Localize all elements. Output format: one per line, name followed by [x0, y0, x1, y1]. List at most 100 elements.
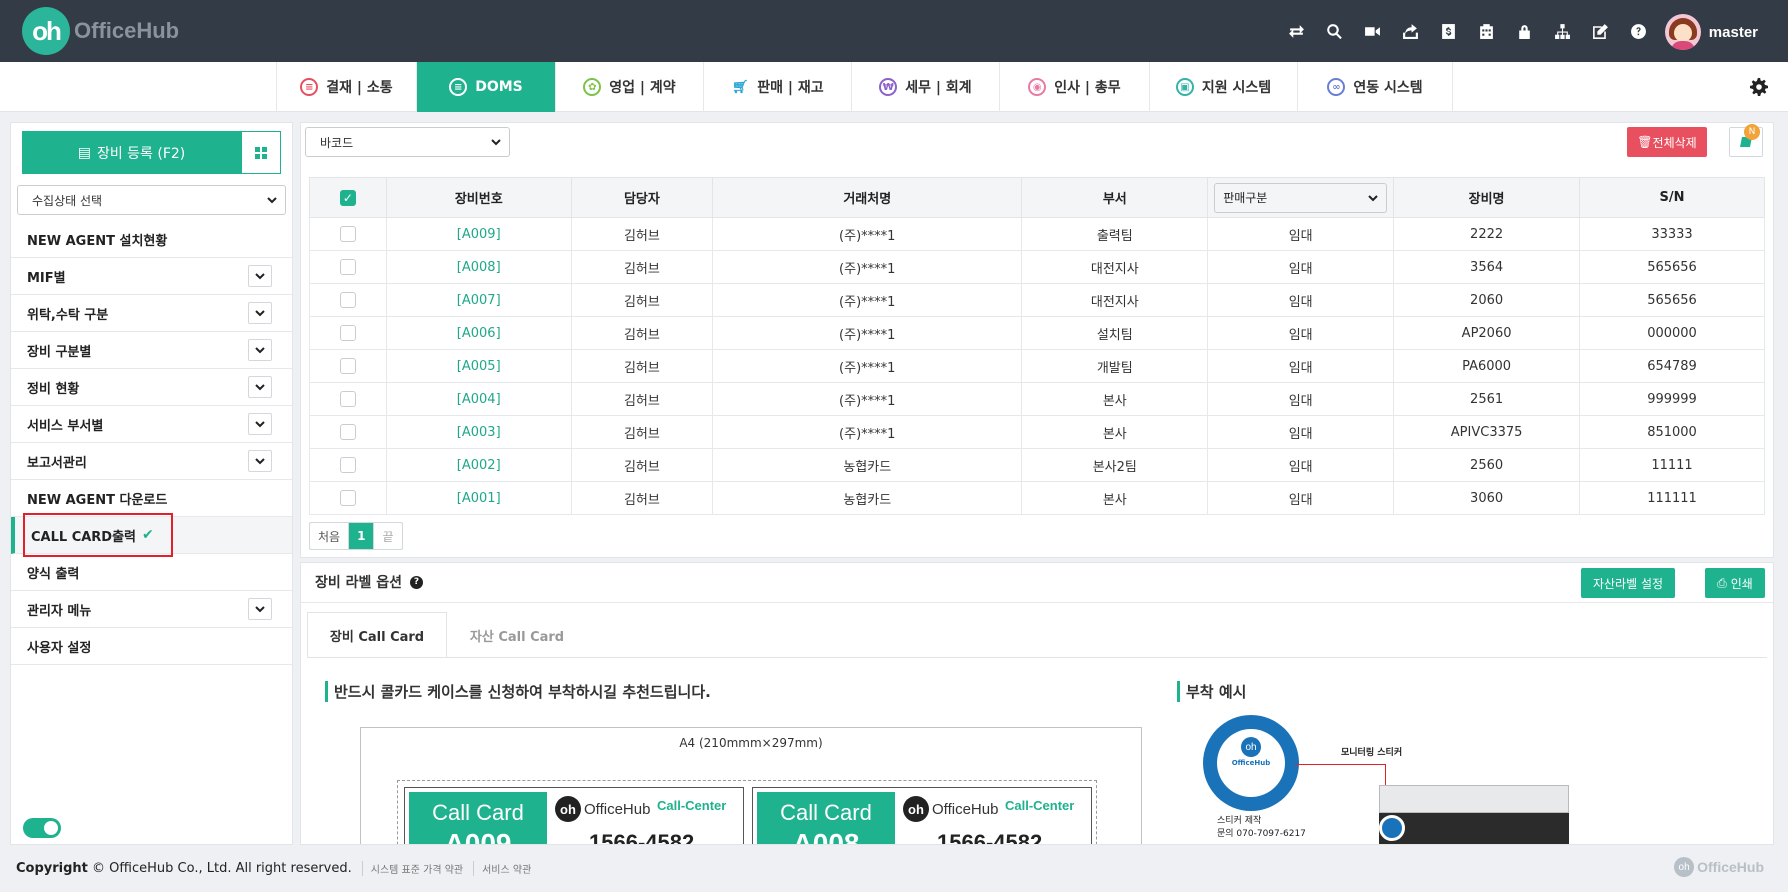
- video-icon[interactable]: [1362, 21, 1382, 41]
- row-checkbox[interactable]: [339, 325, 356, 341]
- chevron-down-icon[interactable]: [248, 339, 272, 361]
- table-cell: 2561: [1393, 382, 1581, 416]
- tab-inventory[interactable]: 🛒︎ 판매 | 재고: [703, 62, 851, 112]
- tab-doms[interactable]: ≡ DOMS: [416, 62, 555, 112]
- footer: Copyright © OfficeHub Co., Ltd. All righ…: [0, 845, 1788, 892]
- select-value: 수집상태 선택: [32, 193, 103, 208]
- chevron-down-icon[interactable]: [248, 302, 272, 324]
- row-checkbox[interactable]: [339, 457, 356, 473]
- copyright: Copyright © OfficeHub Co., Ltd. All righ…: [16, 861, 352, 876]
- tab-integration[interactable]: ∞ 연동 시스템: [1297, 62, 1453, 112]
- row-checkbox[interactable]: [339, 391, 356, 407]
- equipment-id-link[interactable]: [A009]: [385, 217, 572, 251]
- chevron-down-icon[interactable]: [248, 376, 272, 398]
- tab-hr[interactable]: ◉ 인사 | 총무: [999, 62, 1149, 112]
- page-current[interactable]: 1: [349, 523, 375, 549]
- grid-view-button[interactable]: [241, 131, 281, 174]
- row-checkbox[interactable]: [339, 226, 356, 242]
- collection-status-select[interactable]: 수집상태 선택: [17, 185, 286, 215]
- tab-asset-call-card[interactable]: 자산 Call Card: [469, 629, 565, 645]
- help-icon[interactable]: ?: [410, 575, 424, 589]
- search-icon[interactable]: [1324, 21, 1344, 41]
- chevron-down-icon[interactable]: [248, 413, 272, 435]
- share-icon[interactable]: [1400, 21, 1420, 41]
- tab-approval[interactable]: ≡ 결재 | 소통: [276, 62, 416, 112]
- register-equipment-button[interactable]: ▤ 장비 등록 (F2): [22, 131, 241, 174]
- row-checkbox[interactable]: [339, 259, 356, 275]
- footer-link-pricing-terms[interactable]: 시스템 표준 가격 약관: [361, 861, 463, 876]
- tab-equipment-call-card[interactable]: 장비 Call Card: [307, 612, 447, 658]
- edit-icon[interactable]: [1590, 21, 1610, 41]
- barcode-select[interactable]: 바코드: [305, 127, 510, 157]
- logo-mark: oh: [555, 796, 581, 822]
- sidebar-item-agent-download[interactable]: NEW AGENT 다운로드: [11, 480, 292, 517]
- app-logo[interactable]: oh OfficeHub: [22, 7, 179, 55]
- column-header[interactable]: 부서: [1021, 177, 1209, 218]
- help-icon[interactable]: [1628, 21, 1648, 41]
- chevron-down-icon[interactable]: [248, 450, 272, 472]
- page-first[interactable]: 처음: [310, 523, 350, 549]
- won-icon: ₩: [879, 78, 898, 96]
- sidebar-item-consignment[interactable]: 위탁,수탁 구분: [11, 295, 292, 332]
- tab-accounting[interactable]: ₩ 세무 | 회계: [851, 62, 999, 112]
- sidebar-menu: NEW AGENT 설치현황 MIF별 위탁,수탁 구분 장비 구분별 정비 현…: [11, 221, 292, 665]
- case-notice: 반드시 콜카드 케이스를 신청하여 부착하시길 추천드립니다.: [325, 681, 711, 702]
- column-header[interactable]: 담당자: [570, 177, 714, 218]
- printer-image-top: [1379, 785, 1569, 813]
- sidebar-item-admin[interactable]: 관리자 메뉴: [11, 591, 292, 628]
- row-checkbox[interactable]: [339, 292, 356, 308]
- print-button[interactable]: ⎙ 인쇄: [1705, 568, 1765, 598]
- sidebar-item-form-print[interactable]: 양식 출력: [11, 554, 292, 591]
- equipment-id-link[interactable]: [A006]: [385, 316, 572, 350]
- equipment-id-link[interactable]: [A001]: [385, 481, 572, 515]
- equipment-id-link[interactable]: [A002]: [385, 448, 572, 482]
- sidebar-item-service-dept[interactable]: 서비스 부서별: [11, 406, 292, 443]
- chevron-down-icon[interactable]: [248, 598, 272, 620]
- label-sheet: Call Card A009 oh OfficeHub Call-Center …: [397, 780, 1097, 844]
- delete-all-button[interactable]: 🗑︎ 전체삭제: [1627, 127, 1707, 157]
- sidebar-toggle[interactable]: [23, 818, 61, 838]
- asset-label-settings-button[interactable]: 자산라벨 설정: [1581, 568, 1675, 598]
- table-cell: (주)****1: [712, 250, 1023, 284]
- tab-support[interactable]: ▣ 지원 시스템: [1149, 62, 1297, 112]
- sidebar-item-user-settings[interactable]: 사용자 설정: [11, 628, 292, 665]
- select-all-checkbox[interactable]: ✓: [339, 189, 356, 206]
- table-row: [A002] 김허브 농협카드 본사2팀 임대 2560 11111: [309, 448, 1765, 482]
- sidebar-item-equipment-type[interactable]: 장비 구분별: [11, 332, 292, 369]
- building-icon[interactable]: [1476, 21, 1496, 41]
- table-row: [A009] 김허브 (주)****1 출력팀 임대 2222 33333: [309, 217, 1765, 251]
- chevron-down-icon[interactable]: [248, 265, 272, 287]
- swap-icon[interactable]: [1286, 21, 1306, 41]
- column-header[interactable]: 장비번호: [385, 177, 572, 218]
- row-checkbox[interactable]: [339, 490, 356, 506]
- footer-link-service-terms[interactable]: 서비스 약관: [473, 861, 531, 876]
- call-center-label: Call-Center: [1005, 798, 1075, 813]
- dollar-icon[interactable]: [1438, 21, 1458, 41]
- user-menu[interactable]: master: [1664, 14, 1758, 50]
- org-chart-icon[interactable]: [1552, 21, 1572, 41]
- lock-icon[interactable]: [1514, 21, 1534, 41]
- equipment-id-link[interactable]: [A007]: [385, 283, 572, 317]
- manual-button[interactable]: N: [1729, 124, 1763, 157]
- equipment-id-link[interactable]: [A005]: [385, 349, 572, 383]
- column-header[interactable]: S/N: [1579, 177, 1765, 218]
- sidebar-item-agent-status[interactable]: NEW AGENT 설치현황: [11, 221, 292, 258]
- card-logo: oh OfficeHub: [903, 796, 998, 822]
- equipment-id-link[interactable]: [A008]: [385, 250, 572, 284]
- sales-type-select[interactable]: 판매구분: [1214, 182, 1388, 213]
- equipment-id-link[interactable]: [A003]: [385, 415, 572, 449]
- row-select-cell: [309, 283, 387, 317]
- equipment-id-link[interactable]: [A004]: [385, 382, 572, 416]
- sidebar-item-reports[interactable]: 보고서관리: [11, 443, 292, 480]
- row-checkbox[interactable]: [339, 424, 356, 440]
- tab-sales[interactable]: ✿ 영업 | 계약: [555, 62, 703, 112]
- sidebar-item-call-card[interactable]: CALL CARD출력 ✔: [11, 513, 292, 557]
- row-checkbox[interactable]: [339, 358, 356, 374]
- column-header[interactable]: 장비명: [1393, 177, 1581, 218]
- page-last[interactable]: 끝: [382, 529, 394, 544]
- sidebar-item-mif[interactable]: MIF별: [11, 258, 292, 295]
- call-card-left: Call Card A008: [757, 792, 895, 844]
- sidebar-item-maintenance[interactable]: 정비 현황: [11, 369, 292, 406]
- gear-icon[interactable]: [1750, 78, 1768, 96]
- column-header[interactable]: 거래처명: [712, 177, 1023, 218]
